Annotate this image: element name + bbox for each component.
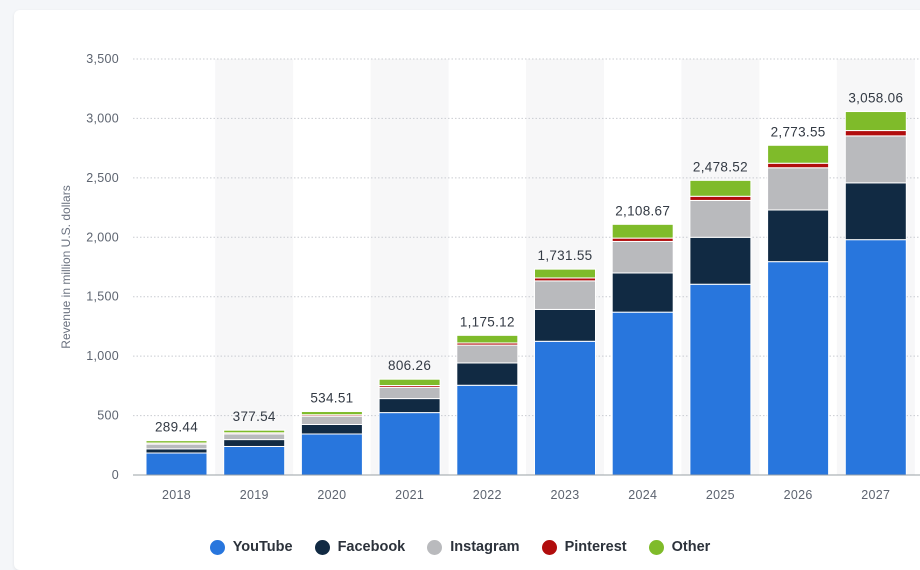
legend-item-pinterest[interactable]: Pinterest: [541, 539, 627, 555]
x-tick-label: 2022: [473, 488, 502, 502]
column-band: [215, 59, 294, 475]
total-label: 3,058.06: [848, 91, 903, 106]
legend-item-other[interactable]: Other: [648, 539, 711, 555]
bar-segment-facebook: [145, 448, 208, 454]
bar-segment-facebook: [844, 182, 907, 241]
bar-segment-other: [689, 179, 752, 197]
bar-segment-instagram: [223, 433, 286, 441]
bar-segment-instagram: [145, 443, 208, 450]
legend-label: Other: [671, 539, 711, 555]
y-tick-label: 2,000: [86, 230, 119, 244]
legend: YouTube Facebook Instagram Pinterest Other: [0, 536, 920, 558]
bar-segment-youtube: [378, 412, 441, 476]
bar-segment-youtube: [223, 445, 286, 476]
bar-segment-other: [844, 111, 907, 132]
legend-item-instagram[interactable]: Instagram: [427, 539, 520, 555]
x-tick-label: 2019: [240, 488, 269, 502]
legend-dot-icon: [648, 539, 664, 555]
x-tick-label: 2021: [395, 488, 424, 502]
bar-segment-facebook: [223, 439, 286, 447]
y-tick-label: 1,000: [86, 349, 119, 363]
bar-segment-facebook: [767, 209, 830, 263]
y-tick-label: 500: [97, 409, 119, 423]
bar-segment-facebook: [378, 398, 441, 414]
total-label: 1,175.12: [460, 314, 515, 329]
x-tick-label: 2025: [706, 488, 735, 502]
legend-dot-icon: [314, 539, 330, 555]
bar-segment-youtube: [767, 261, 830, 476]
bar-segment-instagram: [534, 280, 596, 310]
y-axis-label: Revenue in million U.S. dollars: [59, 185, 73, 348]
total-label: 377.54: [233, 409, 276, 424]
bar-segment-other: [534, 268, 596, 279]
total-label: 2,773.55: [771, 124, 826, 139]
x-tick-label: 2027: [861, 488, 890, 502]
bar-segment-pinterest: [844, 130, 907, 137]
y-tick-label: 1,500: [86, 290, 119, 304]
bar-segment-youtube: [611, 311, 674, 476]
legend-label: YouTube: [232, 539, 293, 555]
bar-segment-instagram: [456, 344, 519, 364]
bar-segment-youtube: [300, 433, 363, 476]
bar-segment-instagram: [611, 240, 674, 274]
x-tick-label: 2023: [550, 488, 579, 502]
bar-segment-instagram: [689, 199, 752, 238]
bar-segment-instagram: [378, 386, 441, 400]
x-axis-ticks: 2018 2019 2020 2021 2022 2023 2024 2025 2026 2027: [162, 488, 890, 502]
x-tick-label: 2026: [784, 488, 813, 502]
total-label: 2,108.67: [615, 203, 670, 218]
bar-segment-pinterest: [767, 162, 830, 169]
bar-segment-youtube: [689, 283, 752, 476]
legend-dot-icon: [427, 539, 443, 555]
legend-dot-icon: [209, 539, 225, 555]
bar-segment-instagram: [767, 167, 830, 211]
bar-segment-instagram: [300, 415, 363, 425]
bar-segment-other: [300, 411, 363, 416]
legend-dot-icon: [541, 539, 557, 555]
y-tick-label: 3,000: [86, 111, 119, 125]
stacked-bar-chart: 0 500 1,000 1,500 2,000 2,500 3,000 3,500 Reven…: [59, 52, 920, 502]
x-tick-label: 2020: [317, 488, 346, 502]
y-tick-label: 3,500: [86, 52, 119, 66]
bar-segment-facebook: [534, 308, 596, 342]
x-tick-label: 2018: [162, 488, 191, 502]
bar-segment-other: [611, 223, 674, 239]
y-tick-label: 0: [112, 468, 119, 482]
legend-item-youtube[interactable]: YouTube: [209, 539, 293, 555]
total-label: 2,478.52: [693, 159, 748, 174]
bars: [145, 111, 907, 476]
bar-segment-facebook: [689, 236, 752, 285]
x-tick-label: 2024: [628, 488, 657, 502]
y-axis-ticks: 0 500 1,000 1,500 2,000 2,500 3,000 3,500: [86, 52, 119, 482]
bar-segment-other: [223, 429, 286, 434]
bar-segment-facebook: [300, 423, 363, 435]
bar-segment-youtube: [844, 239, 907, 476]
y-tick-label: 2,500: [86, 171, 119, 185]
legend-label: Facebook: [337, 539, 406, 555]
total-label: 1,731.55: [538, 248, 593, 263]
total-label: 289.44: [155, 420, 198, 435]
bar-segment-youtube: [456, 384, 519, 476]
bar-segment-instagram: [844, 135, 907, 184]
bar-segment-pinterest: [689, 195, 752, 201]
bar-segment-facebook: [611, 272, 674, 313]
bar-segment-other: [767, 144, 830, 164]
bar-segment-other: [145, 440, 208, 444]
bar-segment-other: [456, 334, 519, 344]
bar-segment-youtube: [534, 340, 596, 476]
bar-segment-youtube: [145, 452, 208, 476]
bar-segment-facebook: [456, 362, 519, 386]
total-label: 806.26: [388, 358, 431, 373]
total-labels: 289.44 377.54 534.51 806.26 1,175.12 1,731.55…: [155, 91, 903, 435]
total-label: 534.51: [310, 391, 353, 406]
legend-label: Pinterest: [564, 539, 627, 555]
legend-item-facebook[interactable]: Facebook: [314, 539, 406, 555]
legend-label: Instagram: [450, 539, 520, 555]
bar-segment-other: [378, 378, 441, 387]
